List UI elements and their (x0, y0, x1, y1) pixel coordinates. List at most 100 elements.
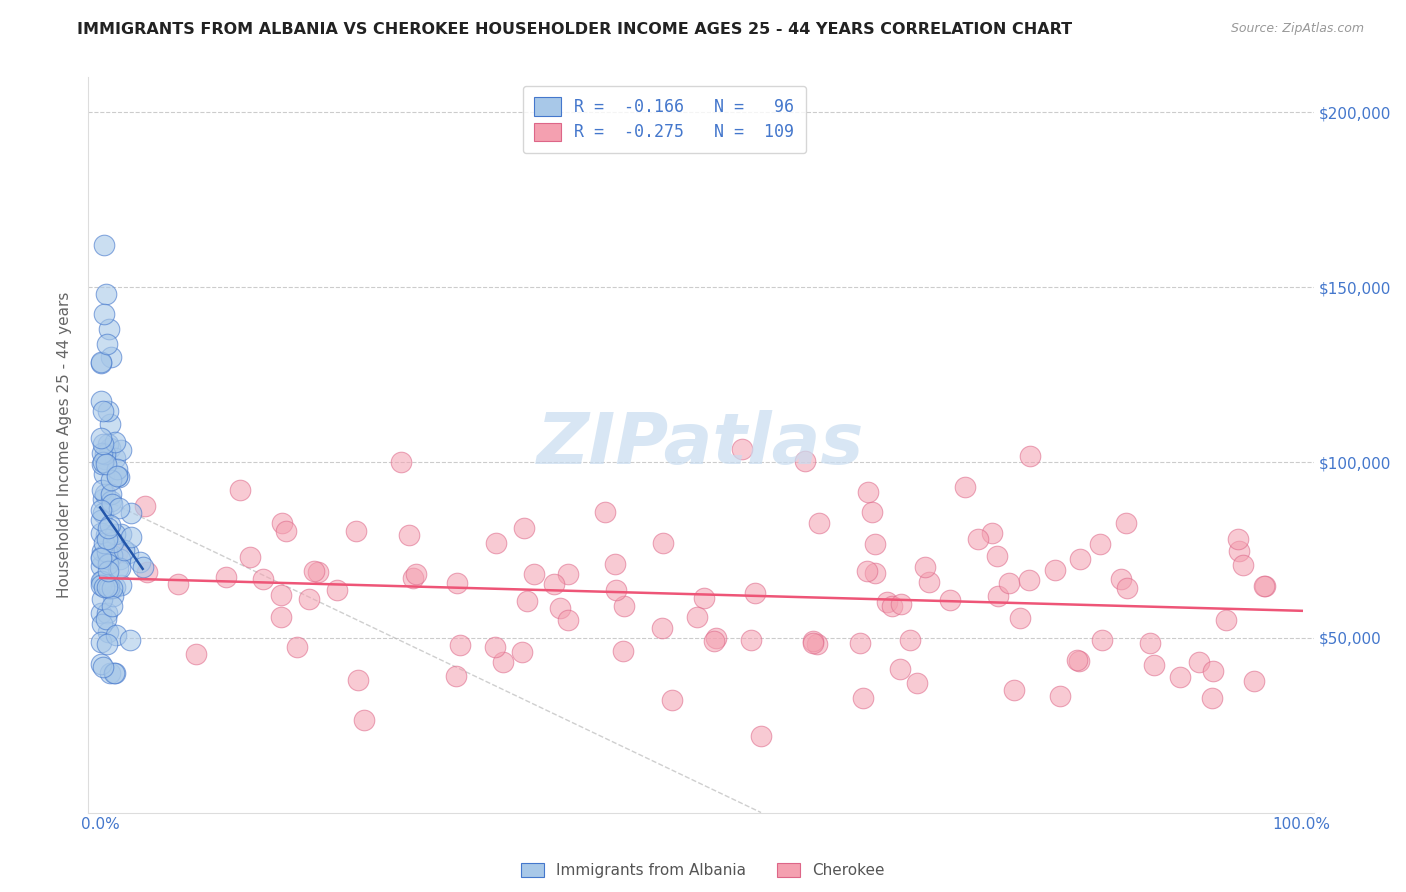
Point (97, 521, 120, 535)
Point (1088, 537, 1111, 551)
Point (136, 565, 159, 579)
Point (543, 577, 565, 591)
Point (105, 468, 128, 483)
Point (389, 455, 412, 469)
Point (90, 606, 112, 620)
Point (91, 403, 114, 417)
Point (229, 483, 252, 497)
Point (97, 404, 120, 418)
Point (100, 487, 122, 501)
Point (90, 513, 112, 527)
Point (986, 549, 1008, 563)
Point (876, 595, 898, 609)
Point (97, 322, 120, 336)
Point (104, 451, 127, 466)
Point (94, 528, 117, 542)
Point (1069, 654, 1091, 668)
Point (516, 594, 538, 608)
Point (285, 640, 308, 654)
Point (120, 506, 142, 520)
Point (703, 634, 725, 648)
Point (108, 470, 131, 484)
Point (848, 636, 870, 650)
Point (444, 669, 467, 683)
Point (270, 516, 292, 530)
Point (94, 447, 117, 461)
Point (1049, 689, 1071, 703)
Point (492, 655, 515, 669)
Point (612, 644, 634, 658)
Point (91, 660, 114, 674)
Point (914, 560, 936, 574)
Point (100, 493, 122, 508)
Point (605, 557, 627, 571)
Point (103, 665, 125, 680)
Point (97, 551, 120, 566)
Point (96, 607, 118, 621)
Point (94, 457, 117, 471)
Point (93, 536, 115, 550)
Point (101, 497, 124, 511)
Point (706, 632, 728, 646)
Point (740, 633, 762, 648)
Point (97, 558, 120, 572)
Point (90, 578, 112, 592)
Point (731, 442, 754, 457)
Point (104, 628, 127, 642)
Point (1226, 532, 1249, 546)
Point (90, 356, 112, 370)
Point (96, 544, 118, 558)
Point (104, 665, 127, 680)
Point (90, 457, 112, 471)
Point (97, 437, 120, 451)
Point (346, 673, 368, 687)
Point (105, 461, 128, 475)
Point (398, 528, 420, 542)
Point (94, 487, 117, 501)
Point (865, 566, 887, 581)
Point (97, 564, 120, 578)
Point (855, 564, 877, 578)
Point (270, 588, 292, 602)
Text: ZIPatlas: ZIPatlas (537, 410, 865, 480)
Point (1010, 611, 1032, 625)
Point (801, 636, 824, 650)
Point (1066, 653, 1088, 667)
Point (96, 287, 118, 301)
Point (90, 502, 112, 516)
Point (1227, 544, 1250, 558)
Point (96, 337, 118, 351)
Point (939, 592, 962, 607)
Point (97, 625, 120, 640)
Point (1043, 563, 1066, 577)
Point (686, 609, 709, 624)
Point (693, 591, 716, 605)
Text: IMMIGRANTS FROM ALBANIA VS CHEROKEE HOUSEHOLDER INCOME AGES 25 - 44 YEARS CORREL: IMMIGRANTS FROM ALBANIA VS CHEROKEE HOUS… (77, 22, 1073, 37)
Point (513, 521, 536, 535)
Point (1109, 572, 1132, 586)
Point (90, 635, 112, 649)
Point (110, 552, 132, 566)
Point (595, 505, 617, 519)
Point (94, 452, 117, 467)
Point (103, 589, 125, 603)
Point (90, 551, 112, 566)
Point (905, 675, 928, 690)
Point (966, 533, 988, 547)
Point (101, 534, 124, 549)
Point (98, 441, 121, 455)
Point (998, 576, 1021, 591)
Point (794, 453, 817, 467)
Point (512, 645, 534, 659)
Point (117, 545, 139, 559)
Point (651, 621, 673, 635)
Point (91, 455, 114, 469)
Point (129, 555, 152, 569)
Point (214, 570, 236, 584)
Point (90, 394, 112, 409)
Point (485, 536, 508, 550)
Point (96, 580, 118, 594)
Point (449, 638, 471, 652)
Point (302, 564, 325, 578)
Point (90, 616, 112, 631)
